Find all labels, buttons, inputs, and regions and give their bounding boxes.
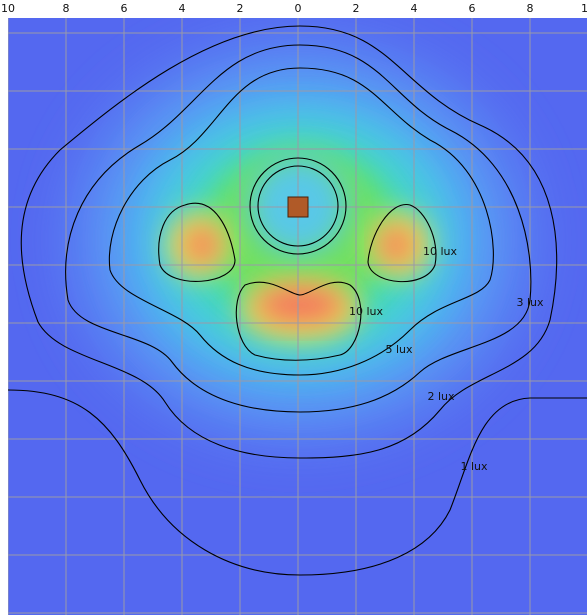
x-tick-label: 6	[469, 2, 476, 15]
contour-line	[367, 204, 437, 283]
contour-line	[65, 44, 532, 413]
ring	[249, 157, 347, 255]
contour-line	[235, 281, 362, 361]
contour-line	[8, 389, 587, 576]
x-tick-label: 0	[295, 2, 302, 15]
contour-label: 10 lux	[423, 245, 458, 258]
x-tick-label: 8	[527, 2, 534, 15]
x-tick-label: 4	[179, 2, 186, 15]
x-tick-label: 2	[353, 2, 360, 15]
ring	[257, 165, 339, 247]
x-tick-label: 6	[121, 2, 128, 15]
x-tick-label: 8	[63, 2, 70, 15]
x-tick-label: 10	[581, 2, 587, 15]
contour-label: 2 lux	[427, 390, 455, 403]
contour-line	[108, 67, 494, 376]
x-tick-label: 2	[237, 2, 244, 15]
contour-label: 1 lux	[460, 460, 488, 473]
contour-line	[20, 25, 558, 459]
luminaire	[287, 196, 309, 218]
contour-line	[158, 202, 236, 282]
x-tick-label: 4	[411, 2, 418, 15]
contour-label: 10 lux	[349, 305, 384, 318]
x-tick-label: 10	[1, 2, 15, 15]
contour-label: 5 lux	[385, 343, 413, 356]
contour-label: 3 lux	[516, 296, 544, 309]
